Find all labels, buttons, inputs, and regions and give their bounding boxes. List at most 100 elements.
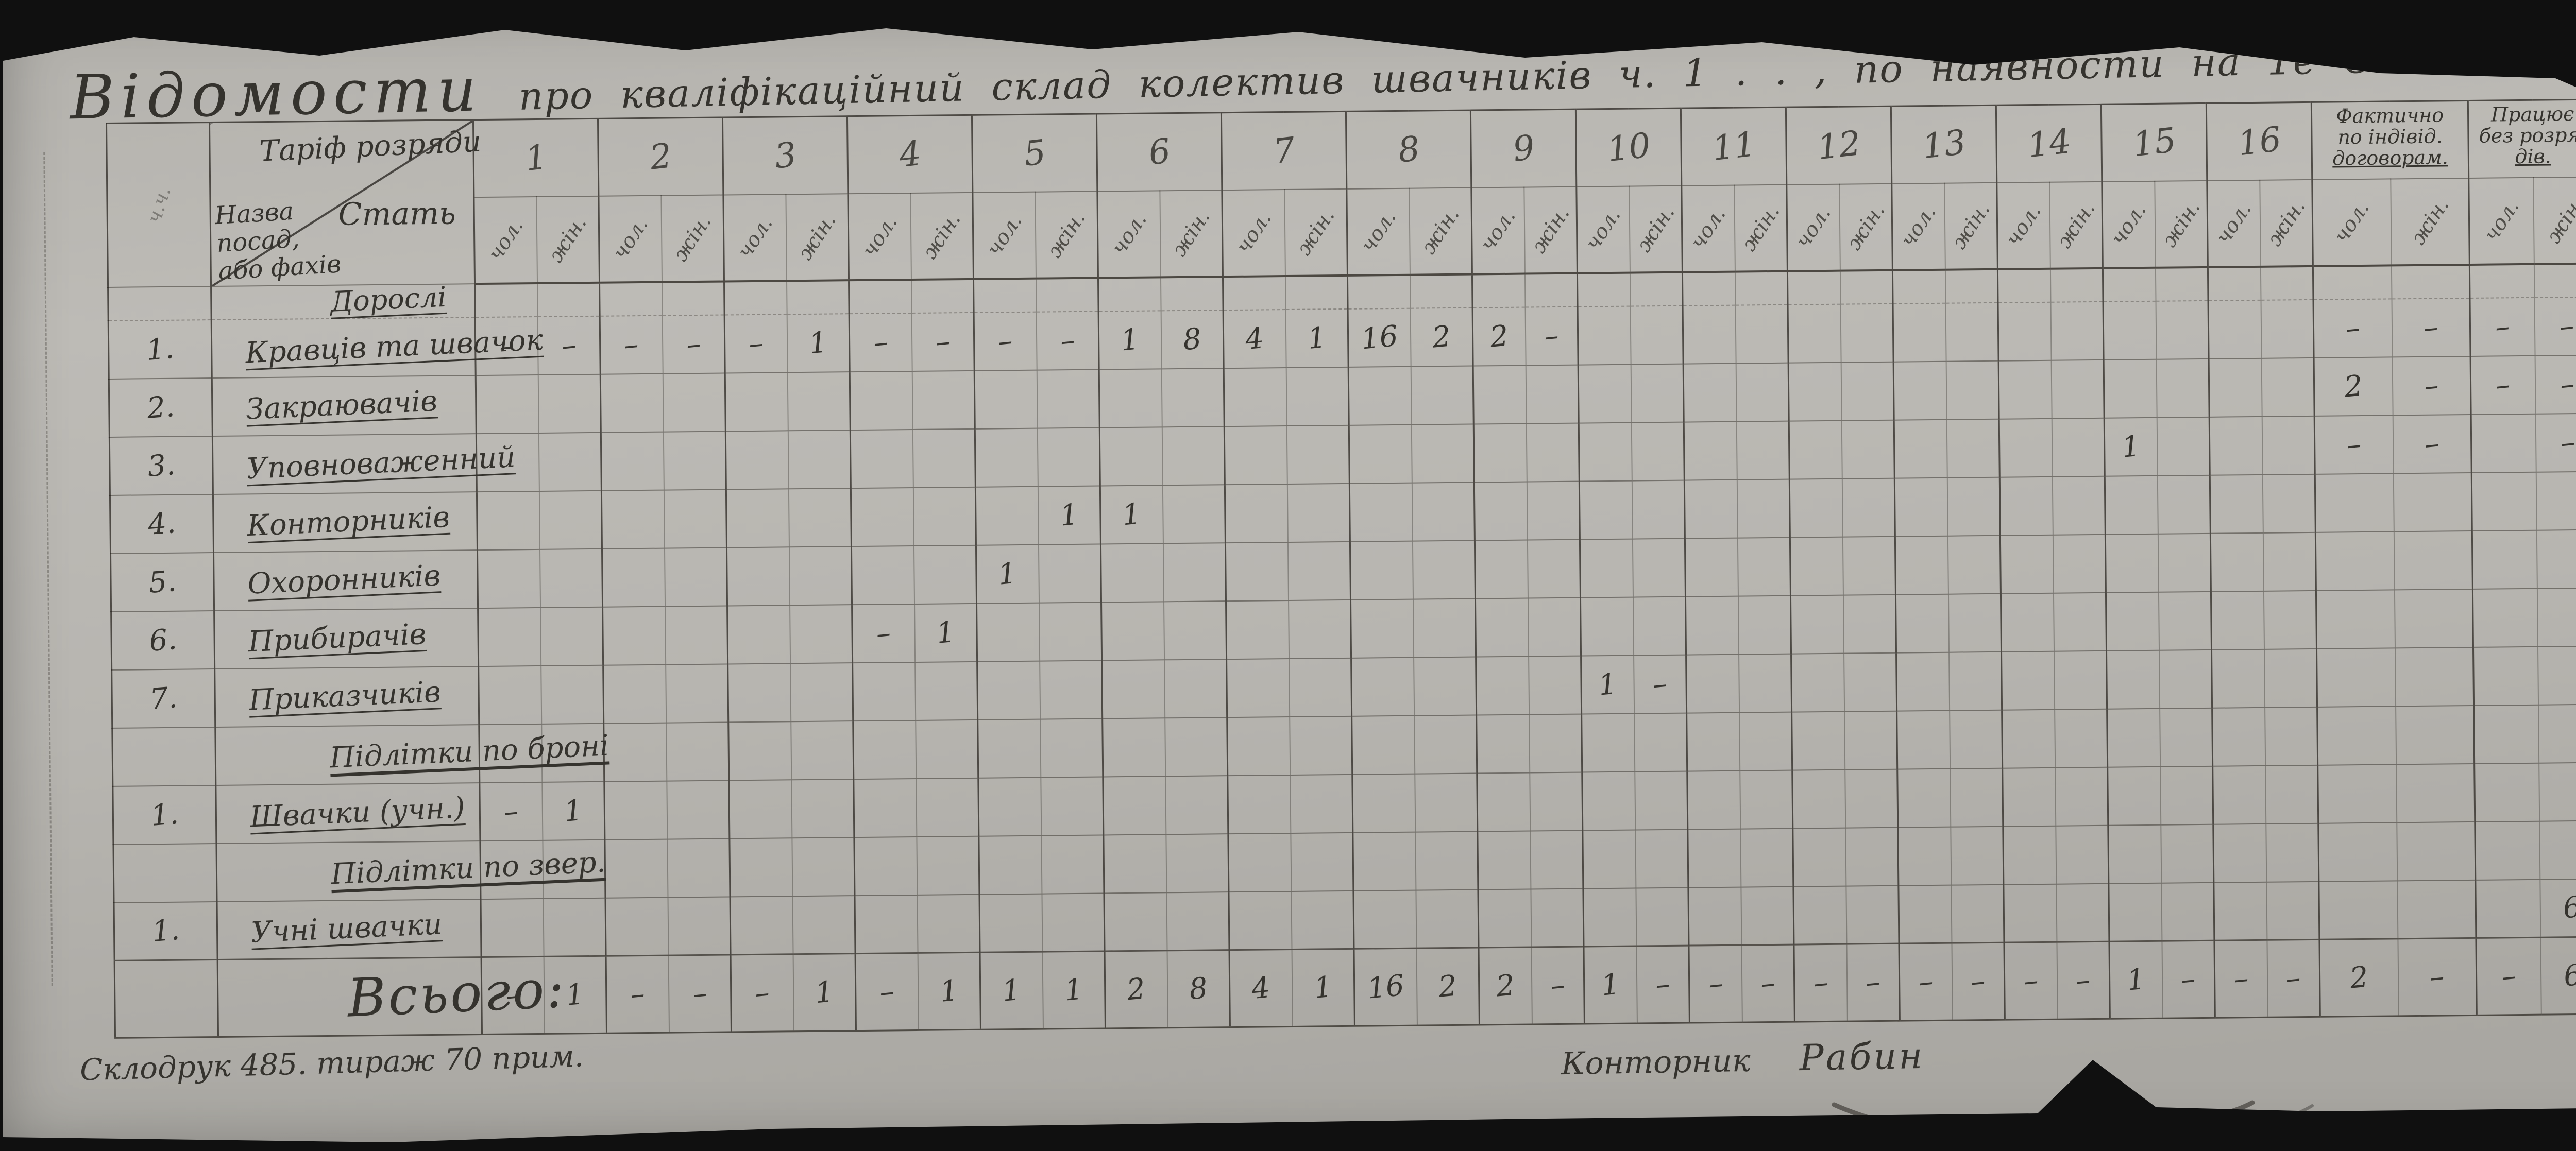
cell-r0-c14-female xyxy=(2050,268,2104,302)
cell-r7-c13-female xyxy=(1948,651,2002,711)
cell-r7-c14-female xyxy=(2054,650,2107,710)
cell-r7-c10-female: – xyxy=(1633,655,1687,714)
grade-number-2: 2 xyxy=(647,135,674,178)
row-label: Приказчиків xyxy=(214,666,479,727)
sex-header-c8-female: жін. xyxy=(1409,187,1472,275)
cell-r10-c5-male xyxy=(978,835,1042,895)
cell-r3-c16-female xyxy=(2262,416,2315,475)
cell-r7-nograde-male xyxy=(2473,646,2538,706)
cell-value: 2 xyxy=(2343,369,2364,404)
sex-header-c8-male: чол. xyxy=(1346,188,1410,276)
grade-column-header-1: 1 xyxy=(473,118,599,197)
cell-r3-c10-male xyxy=(1579,422,1632,482)
row-label-text: Приказчиків xyxy=(248,675,442,717)
cell-r3-c14-male xyxy=(1999,418,2053,477)
cell-r1-c14-male xyxy=(1998,302,2052,361)
cell-r9-c13-male xyxy=(1897,768,1951,828)
total-cell-c16-female: – xyxy=(2267,939,2320,1018)
cell-r1-c1-female: – xyxy=(537,316,601,375)
cell-r7-c14-male xyxy=(2001,651,2055,710)
cell-r2-c15-male xyxy=(2104,359,2157,418)
total-cell-c2-female: – xyxy=(668,954,732,1033)
cell-r3-c11-male xyxy=(1684,421,1737,480)
total-cell-c7-male: 4 xyxy=(1229,949,1293,1027)
cell-r8-c4-male xyxy=(853,720,916,779)
total-cell-c11-male: – xyxy=(1688,945,1742,1023)
cell-r2-c8-male xyxy=(1348,366,1412,425)
cell-r0-c2-female xyxy=(662,281,725,316)
cell-r2-c7-male xyxy=(1224,367,1287,426)
cell-r3-c9-female xyxy=(1526,423,1580,482)
cell-r10-c3-male xyxy=(729,837,792,897)
cell-r2-c14-male xyxy=(1998,360,2052,419)
row-label: Підлітки по звер. xyxy=(216,840,606,902)
sex-header-c3-male: чол. xyxy=(723,194,787,281)
cell-r10-nograde-male xyxy=(2475,821,2540,880)
cell-value: 1 xyxy=(935,615,957,650)
cell-value: – xyxy=(874,615,892,651)
cell-r3-fact-male: – xyxy=(2314,415,2394,474)
cell-r3-c1-female xyxy=(538,432,602,491)
row-number: 1. xyxy=(108,319,212,379)
cell-r3-c11-female xyxy=(1736,421,1790,480)
qualification-table: ч.ч. Таріф розряди Стать Назва посад, або фах… xyxy=(106,97,2576,1039)
cell-r5-c5-male: 1 xyxy=(976,544,1039,604)
row-label: Охоронників xyxy=(213,549,478,611)
cell-r6-c2-female xyxy=(665,605,728,665)
cell-value: 1 xyxy=(938,973,960,1009)
cell-r6-c7-male xyxy=(1226,600,1289,659)
cell-r8-c12-male xyxy=(1791,711,1845,770)
cell-r4-c5-male xyxy=(975,486,1039,545)
cell-r11-c14-female xyxy=(2056,883,2110,942)
cell-r9-c14-female xyxy=(2055,767,2108,826)
cell-r0-c15-female xyxy=(2155,267,2209,301)
cell-r4-c3-male xyxy=(726,488,789,547)
row-number-column-header-label: ч.ч. xyxy=(142,184,175,226)
cell-r5-c7-female xyxy=(1287,541,1351,600)
sex-label-c5-female: жін. xyxy=(1042,207,1090,262)
cell-r5-nograde-female xyxy=(2536,529,2576,589)
sex-header-c2-male: чол. xyxy=(598,195,662,283)
cell-r9-c15-female xyxy=(2160,766,2213,825)
cell-r7-nograde-female xyxy=(2537,646,2576,705)
cell-r9-c13-female xyxy=(1950,768,2003,827)
cell-value: 16 xyxy=(1365,968,1406,1006)
total-cell-nograde-male: – xyxy=(2476,937,2541,1016)
cell-r1-c9-female: – xyxy=(1525,306,1579,366)
cell-r1-c8-female: 2 xyxy=(1410,307,1473,367)
cell-r4-c9-male xyxy=(1474,482,1528,541)
cell-r11-c3-male xyxy=(730,896,793,955)
cell-r11-c12-female xyxy=(1845,885,1900,944)
cell-r1-c5-male: – xyxy=(974,312,1037,371)
cell-value: 2 xyxy=(1488,318,1510,354)
cell-value: – xyxy=(502,794,520,829)
cell-r6-fact-female xyxy=(2394,589,2473,648)
grade-number-5: 5 xyxy=(1021,132,1048,175)
cell-r1-c6-female: 8 xyxy=(1161,310,1224,369)
cell-r1-c6-male: 1 xyxy=(1098,310,1162,370)
cell-r2-c12-female xyxy=(1841,362,1894,421)
cell-r5-c1-male xyxy=(477,549,540,608)
grade-number-9: 9 xyxy=(1510,127,1537,169)
total-cell-c16-male: – xyxy=(2214,940,2268,1018)
sex-label-c7-female: жін. xyxy=(1292,204,1340,260)
cell-r5-c11-male xyxy=(1685,538,1738,597)
cell-r6-c4-male: – xyxy=(852,604,915,663)
cell-r2-fact-female: – xyxy=(2392,356,2471,415)
cell-r8-c16-male xyxy=(2212,707,2265,766)
cell-r9-c11-male xyxy=(1687,770,1740,830)
cell-r3-c5-male xyxy=(975,428,1038,487)
cell-r0-c10-male xyxy=(1577,272,1631,307)
grade-number-14: 14 xyxy=(2025,121,2073,166)
total-cell-c4-female: 1 xyxy=(918,952,981,1030)
sex-label-c6-male: чол. xyxy=(1107,208,1151,259)
grade-number-6: 6 xyxy=(1146,131,1173,173)
grade-column-header-9: 9 xyxy=(1470,109,1577,188)
cell-value: – xyxy=(2558,367,2576,402)
cell-r4-nograde-female xyxy=(2536,471,2576,530)
row-label-text: Прибирачів xyxy=(247,617,427,659)
cell-r4-c11-female xyxy=(1737,479,1790,538)
signature-flourish xyxy=(1832,1100,2314,1140)
row-label: Прибирачів xyxy=(214,608,479,669)
cell-r11-c13-male xyxy=(1898,885,1952,944)
